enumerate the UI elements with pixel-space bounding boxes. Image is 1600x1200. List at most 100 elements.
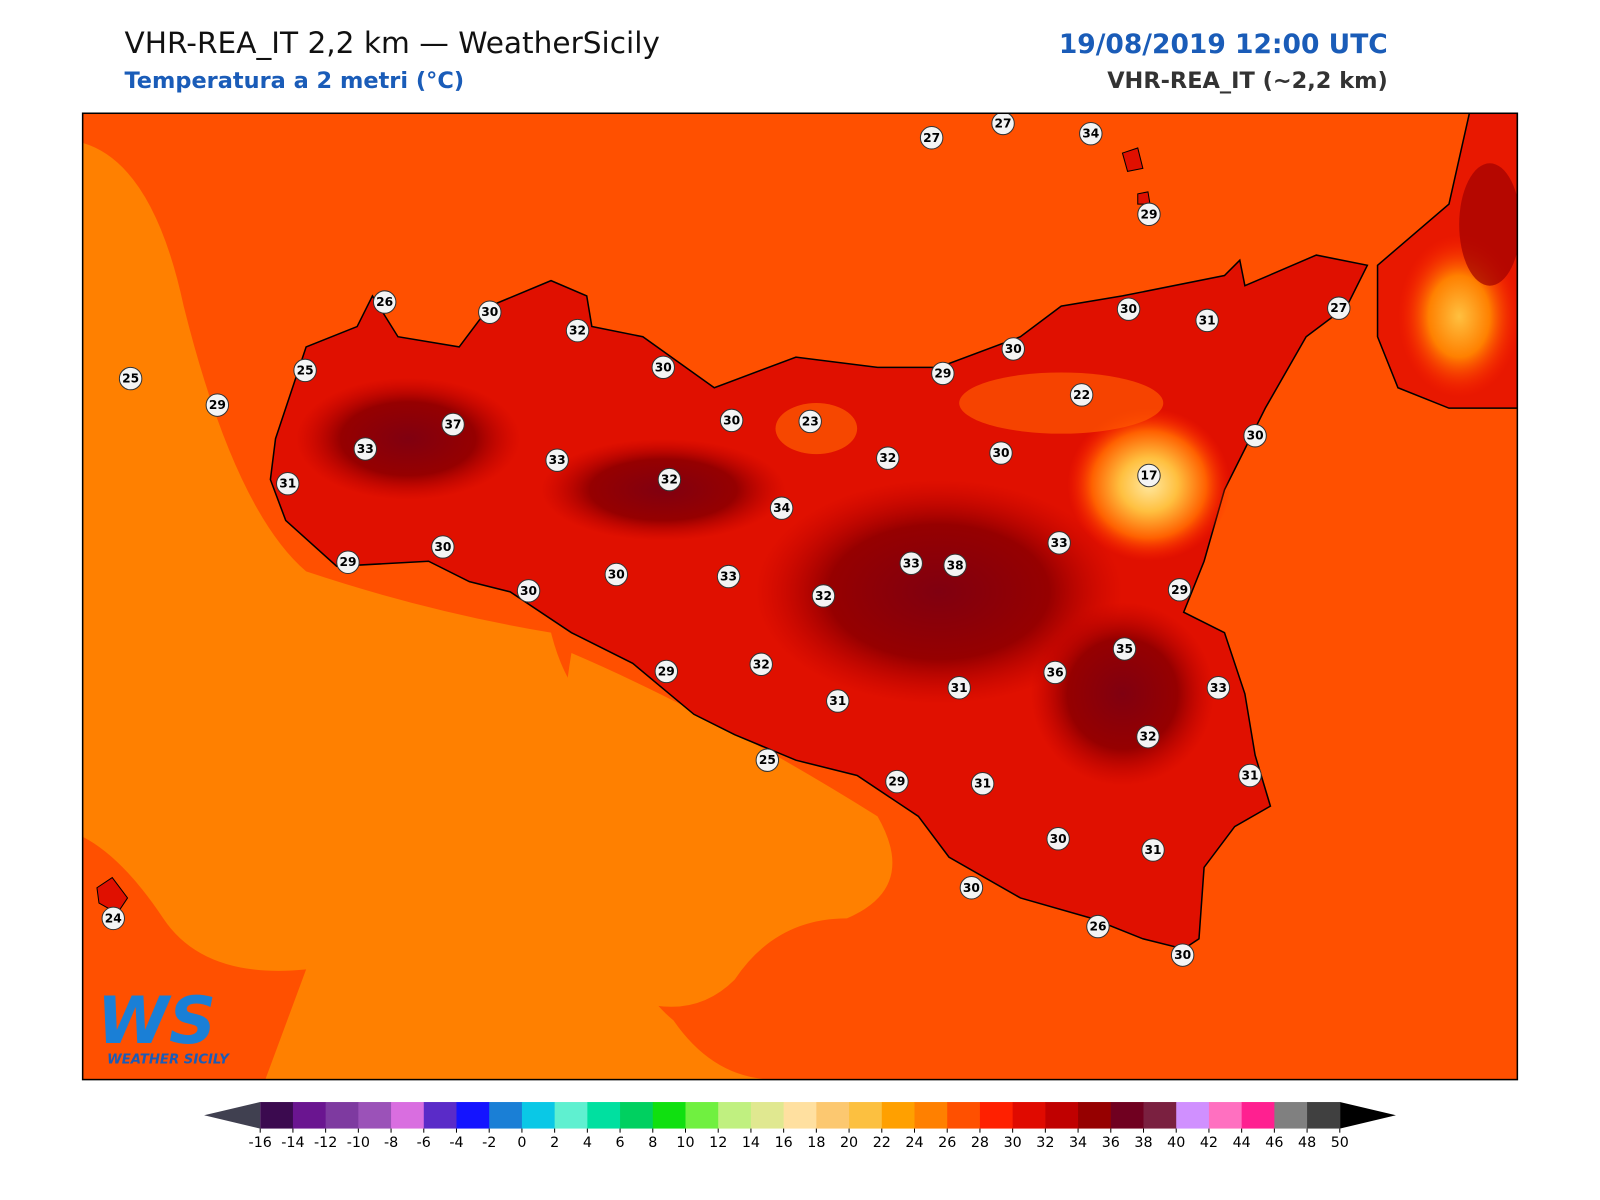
colorbar-box (1176, 1102, 1210, 1129)
colorbar-box (1012, 1102, 1046, 1129)
station-value: 31 (1145, 843, 1162, 857)
station: 36 (1043, 660, 1067, 685)
colorbar-over (1339, 1102, 1396, 1129)
station-marker (970, 771, 995, 796)
station-value: 27 (923, 131, 940, 145)
colorbar-box (358, 1102, 392, 1129)
station: 32 (1136, 725, 1160, 749)
colorbar-tick-label: 22 (873, 1135, 891, 1151)
colorbar-tick-label: -2 (482, 1135, 496, 1151)
station: 27 (991, 113, 1015, 136)
station-marker (1137, 463, 1161, 488)
station: 33 (899, 551, 923, 575)
station-marker (478, 300, 502, 324)
date: 19/08/2019 12:00 UTC (1059, 29, 1388, 60)
station: 33 (545, 448, 569, 472)
pantelleria (96, 876, 129, 914)
station-value: 31 (279, 477, 296, 491)
station: 32 (811, 584, 836, 608)
station: 30 (719, 408, 744, 433)
station-marker (1001, 337, 1025, 361)
station: 30 (989, 441, 1013, 465)
station-value: 30 (1174, 948, 1191, 962)
station-marker (1069, 383, 1094, 407)
station-marker (1195, 308, 1219, 333)
colorbar-tick-label: -14 (281, 1135, 304, 1151)
station-marker (205, 393, 230, 417)
colorbar-tick-label: 2 (550, 1135, 559, 1151)
station-marker (654, 659, 679, 684)
station: 30 (516, 579, 541, 603)
station-value: 37 (445, 417, 462, 431)
map-frame (81, 112, 1519, 1081)
station: 25 (118, 366, 143, 391)
colorbar-tick-label: 10 (676, 1135, 694, 1151)
station-value: 22 (1073, 388, 1090, 402)
colorbar-box (1110, 1102, 1145, 1129)
station-value: 25 (759, 753, 776, 767)
colorbar-tick-label: 38 (1134, 1135, 1152, 1151)
station-marker (372, 290, 397, 314)
station-value: 33 (1051, 536, 1068, 550)
station: 30 (431, 535, 455, 559)
station: 31 (947, 676, 971, 700)
station-value: 33 (357, 442, 374, 456)
station: 31 (1195, 308, 1219, 333)
station-value: 31 (1241, 769, 1258, 783)
colorbar: -16 -14 -12 -10 -8 -6 -4 -2 0 2 4 6 8 10 12 14 16 18 20 22 2… (204, 1102, 1396, 1151)
station-value: 23 (802, 414, 819, 428)
station-marker (919, 126, 944, 150)
station-marker (1206, 676, 1231, 700)
station-marker (657, 467, 682, 492)
station-marker (1243, 423, 1267, 448)
station: 30 (959, 876, 984, 900)
colorbar-tick-label: 28 (971, 1135, 989, 1151)
colorbar-box (1208, 1102, 1243, 1129)
colorbar-tick-label: 8 (648, 1135, 657, 1151)
station-value: 30 (1120, 302, 1137, 316)
station-marker (1238, 763, 1262, 788)
colorbar-box (292, 1102, 327, 1129)
station-marker (716, 564, 741, 589)
colorbar-box (849, 1102, 883, 1129)
colorbar-tick-label: 18 (807, 1135, 825, 1151)
station-marker (1043, 660, 1067, 685)
station-marker (769, 496, 794, 520)
station-marker (959, 876, 984, 900)
model: VHR-REA_IT (~2,2 km) (1107, 68, 1388, 94)
station-value: 33 (549, 453, 566, 467)
station-marker (431, 535, 455, 559)
station: 29 (205, 393, 230, 417)
colorbar-box (1078, 1102, 1112, 1129)
sea (82, 836, 307, 1080)
station-value: 29 (1140, 207, 1157, 221)
station-marker (545, 448, 569, 472)
station-value: 31 (1199, 313, 1216, 327)
colorbar-box (325, 1102, 359, 1129)
station: 29 (885, 769, 909, 794)
station-value: 31 (829, 694, 846, 708)
station-marker (1170, 943, 1195, 967)
station: 29 (336, 550, 360, 574)
station: 22 (1069, 383, 1094, 407)
station-marker (1086, 914, 1110, 939)
colorbar-tick-label: 42 (1200, 1135, 1218, 1151)
station-marker (811, 584, 836, 608)
colorbar-tick-label: 0 (517, 1135, 526, 1151)
station-marker (441, 412, 465, 437)
colorbar-tick-label: 20 (840, 1135, 858, 1151)
colorbar-box (260, 1102, 294, 1129)
colorbar-box (587, 1102, 621, 1129)
logo-name: WEATHER SICILY (107, 1052, 230, 1067)
station-marker (1112, 637, 1137, 661)
station-marker (1047, 531, 1071, 555)
station-value: 29 (888, 775, 905, 789)
colorbar-box (1274, 1102, 1308, 1129)
station-marker (826, 689, 850, 713)
station-value: 30 (520, 584, 537, 598)
station: 30 (651, 355, 675, 380)
colorbar-under (204, 1102, 261, 1129)
station: 29 (1137, 202, 1161, 227)
station-marker (1167, 578, 1192, 602)
